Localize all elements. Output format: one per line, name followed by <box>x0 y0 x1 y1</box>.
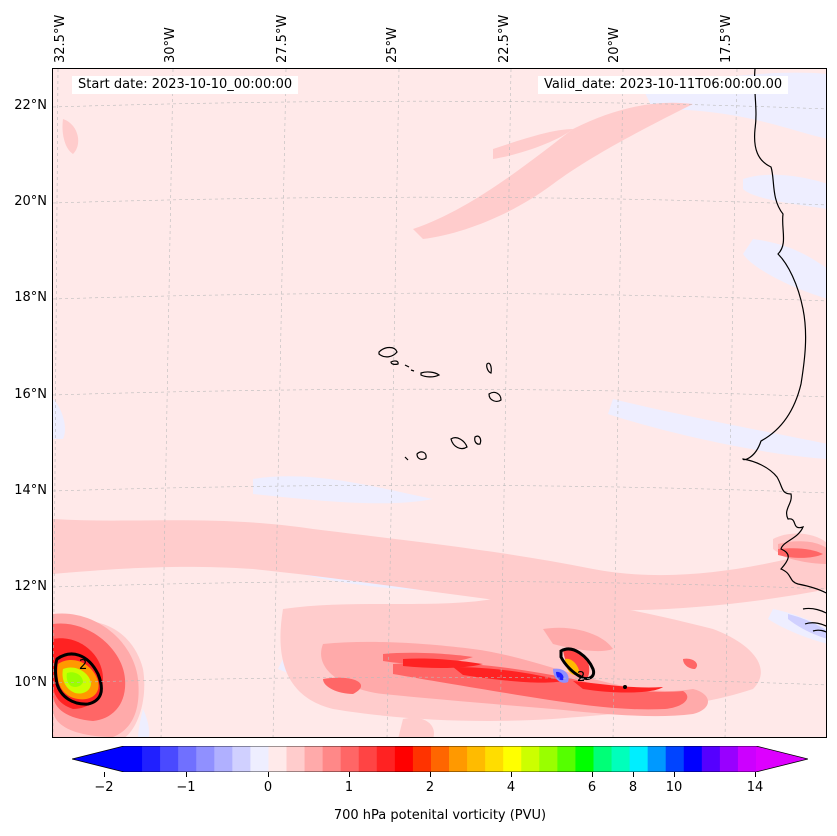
cb-tick-8 <box>633 772 634 777</box>
lon-label-17.5w: 17.5°W <box>719 14 734 63</box>
colorbar-swatch <box>250 746 269 772</box>
colorbar-swatch <box>701 746 721 772</box>
western-vortex: 2 <box>54 652 103 706</box>
lat-label-20n: 20°N <box>14 194 47 209</box>
cb-tick-6 <box>592 772 593 777</box>
lat-label-16n: 16°N <box>14 387 47 402</box>
colorbar-swatch <box>485 746 504 772</box>
cb-tick-1 <box>349 772 350 777</box>
cb-tick-m1 <box>186 772 187 777</box>
cb-tick-0 <box>268 772 269 777</box>
valid-date-label: Valid_date: 2023-10-11T06:00:00.00 <box>538 76 789 94</box>
coast-islands <box>802 607 826 633</box>
colorbar-swatch <box>160 746 179 772</box>
graticule <box>53 69 826 737</box>
lat-label-18n: 18°N <box>14 290 47 305</box>
cb-ticklabel-0: 0 <box>263 780 273 795</box>
cape-verde-islands <box>378 346 502 461</box>
cb-tick-10 <box>674 772 675 777</box>
colorbar-swatch <box>467 746 486 772</box>
lat-label-22n: 22°N <box>14 98 47 113</box>
colorbar-swatch <box>412 746 432 772</box>
colorbar-swatch <box>575 746 594 772</box>
colorbar-swatch <box>232 746 251 772</box>
colorbar-canvas <box>71 745 809 773</box>
lon-label-30w: 30°W <box>163 27 178 63</box>
colorbar-swatch <box>611 746 631 772</box>
colorbar-swatch <box>394 746 414 772</box>
cb-ticklabel-1: 1 <box>344 780 354 795</box>
map-canvas: 2 2 <box>53 69 826 737</box>
colorbar-title: 700 hPa potenital vorticity (PVU) <box>333 808 547 823</box>
lon-label-27.5w: 27.5°W <box>275 14 290 63</box>
lat-label-12n: 12°N <box>14 579 47 594</box>
lon-label-25w: 25°W <box>385 27 400 63</box>
west-african-coastline <box>742 69 826 594</box>
colorbar-swatch <box>376 746 396 772</box>
cb-ticklabel-4: 4 <box>506 780 516 795</box>
colorbar-swatch <box>286 746 306 772</box>
colorbar-swatch <box>178 746 197 772</box>
cb-tick-4 <box>511 772 512 777</box>
colorbar-swatch <box>322 746 342 772</box>
eastern-contour-label: 2 <box>577 670 585 685</box>
cb-tick-m2 <box>104 772 105 777</box>
lon-label-20w: 20°W <box>607 27 622 63</box>
colorbar-swatch <box>214 746 233 772</box>
colorbar-under-extend <box>72 746 124 772</box>
cb-ticklabel-6: 6 <box>587 780 597 795</box>
cb-ticklabel-10: 10 <box>665 780 683 795</box>
colorbar-swatch <box>539 746 558 772</box>
colorbar-swatch <box>719 746 739 772</box>
colorbar-over-extend <box>756 746 808 772</box>
colorbar-swatch <box>430 746 450 772</box>
cb-tick-14 <box>755 772 756 777</box>
colorbar-swatch <box>340 746 360 772</box>
colorbar-swatch <box>358 746 378 772</box>
start-date-label: Start date: 2023-10-10_00:00:00 <box>72 76 299 94</box>
colorbar-swatch <box>737 746 757 772</box>
colorbar-swatch <box>449 746 468 772</box>
colorbar-swatch <box>142 746 161 772</box>
cb-ticklabel-m1: −1 <box>176 780 196 795</box>
colorbar-swatch <box>304 746 324 772</box>
colorbar <box>71 745 809 773</box>
colorbar-swatch <box>647 746 667 772</box>
colorbar-swatch <box>196 746 215 772</box>
colorbar-swatch <box>593 746 613 772</box>
colorbar-swatch <box>124 746 143 772</box>
cb-ticklabel-14: 14 <box>746 780 764 795</box>
colorbar-swatch <box>268 746 288 772</box>
cb-ticklabel-8: 8 <box>628 780 638 795</box>
cb-ticklabel-2: 2 <box>425 780 435 795</box>
western-contour-label: 2 <box>79 658 87 673</box>
cb-ticklabel-m2: −2 <box>94 780 114 795</box>
lat-label-10n: 10°N <box>14 675 47 690</box>
lon-label-32.5w: 32.5°W <box>53 14 68 63</box>
eastern-vortex: 2 <box>553 647 627 689</box>
colorbar-swatch <box>683 746 703 772</box>
map-panel: 2 2 <box>52 68 827 738</box>
colorbar-swatch <box>521 746 540 772</box>
colorbar-swatch <box>557 746 576 772</box>
colorbar-swatch <box>665 746 685 772</box>
lat-label-14n: 14°N <box>14 483 47 498</box>
colorbar-swatch <box>629 746 649 772</box>
colorbar-swatch <box>503 746 522 772</box>
cb-tick-2 <box>430 772 431 777</box>
lon-label-22.5w: 22.5°W <box>497 14 512 63</box>
